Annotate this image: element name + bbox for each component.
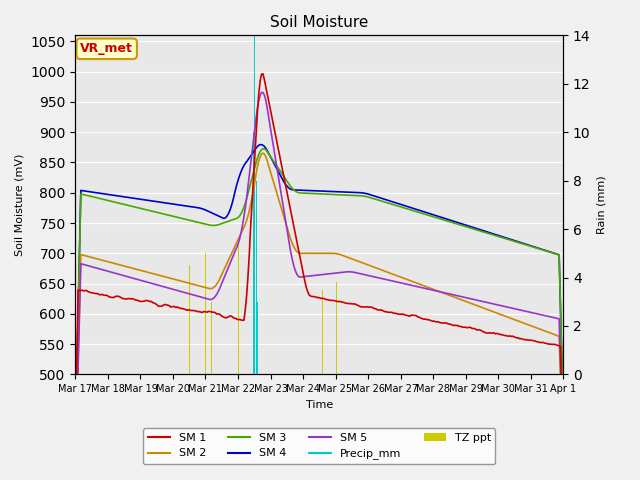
SM 2: [233, 239, 241, 245]
SM 3: [241, 201, 249, 206]
SM 2: [72, 463, 79, 468]
Bar: [254, 36, 255, 374]
SM 5: [217, 283, 225, 288]
Line: SM 3: SM 3: [76, 149, 563, 435]
SM 3: [217, 221, 225, 227]
SM 4: [131, 195, 139, 201]
Y-axis label: Soil Moisture (mV): Soil Moisture (mV): [15, 154, 25, 256]
SM 1: [217, 312, 225, 318]
SM 2: [559, 462, 567, 468]
SM 1: [72, 442, 79, 448]
SM 3: [72, 432, 79, 438]
Bar: [256, 180, 257, 374]
Bar: [336, 282, 337, 374]
SM 2: [131, 266, 139, 272]
SM 3: [233, 216, 241, 221]
Y-axis label: Rain (mm): Rain (mm): [596, 176, 606, 234]
SM 4: [241, 160, 249, 166]
SM 4: [217, 214, 225, 220]
Bar: [211, 302, 212, 374]
SM 4: [534, 245, 541, 251]
SM 1: [286, 205, 294, 211]
Bar: [238, 241, 239, 374]
Line: SM 1: SM 1: [76, 74, 563, 479]
SM 5: [131, 276, 139, 282]
SM 5: [534, 311, 541, 317]
SM 4: [258, 142, 266, 147]
SM 5: [241, 205, 249, 211]
SM 5: [72, 467, 79, 473]
SM 3: [260, 146, 268, 152]
Bar: [253, 132, 254, 374]
Title: Soil Moisture: Soil Moisture: [270, 15, 369, 30]
SM 1: [534, 339, 541, 345]
SM 5: [233, 244, 241, 250]
SM 2: [241, 221, 249, 227]
Bar: [205, 253, 206, 374]
X-axis label: Time: Time: [306, 400, 333, 409]
Bar: [319, 277, 321, 374]
SM 5: [259, 90, 267, 96]
Line: SM 4: SM 4: [76, 144, 563, 433]
SM 3: [131, 204, 139, 210]
SM 2: [259, 150, 267, 156]
SM 3: [559, 411, 567, 417]
SM 1: [559, 476, 567, 480]
SM 2: [534, 325, 541, 331]
Bar: [257, 302, 258, 374]
Line: SM 2: SM 2: [76, 153, 563, 466]
SM 2: [217, 274, 225, 279]
SM 4: [559, 411, 567, 417]
Text: VR_met: VR_met: [80, 42, 133, 55]
SM 2: [286, 235, 294, 240]
Bar: [189, 265, 190, 374]
Legend: SM 1, SM 2, SM 3, SM 4, SM 5, Precip_mm, TZ ppt: SM 1, SM 2, SM 3, SM 4, SM 5, Precip_mm,…: [143, 429, 495, 464]
SM 1: [233, 316, 241, 322]
SM 4: [72, 431, 79, 436]
Line: SM 5: SM 5: [76, 93, 563, 470]
SM 4: [233, 180, 241, 186]
SM 5: [286, 245, 294, 251]
SM 1: [241, 307, 249, 313]
SM 1: [259, 71, 267, 77]
Bar: [254, 246, 255, 374]
SM 4: [286, 186, 294, 192]
SM 3: [286, 183, 294, 189]
SM 3: [534, 245, 541, 251]
Bar: [256, 265, 257, 374]
SM 5: [559, 451, 567, 456]
SM 1: [131, 297, 139, 303]
